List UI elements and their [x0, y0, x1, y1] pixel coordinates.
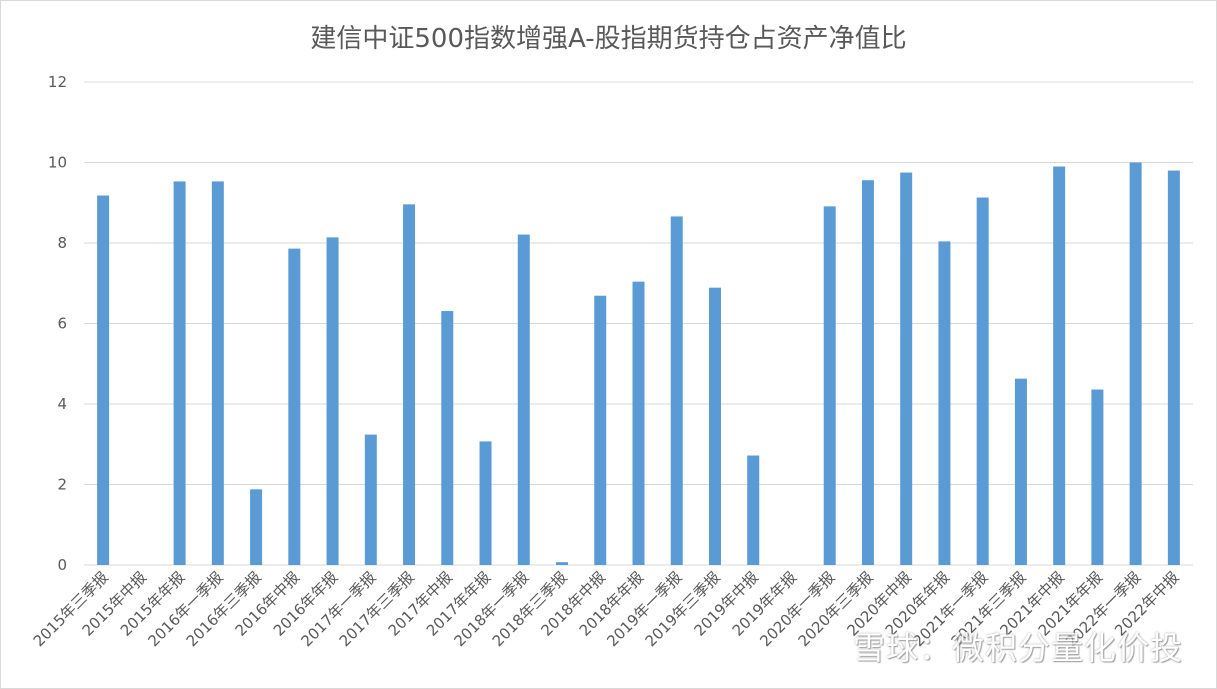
- y-tick-label: 10: [48, 154, 67, 172]
- y-axis-ticks: 0 2 4 6 8 10 12: [48, 73, 67, 574]
- bar: [900, 172, 913, 565]
- y-tick-label: 12: [48, 73, 67, 91]
- y-tick-label: 2: [57, 476, 67, 494]
- bar: [1129, 162, 1142, 565]
- watermark-text: 雪球：微积分量化价投: [852, 629, 1183, 667]
- bar: [938, 241, 951, 565]
- bar: [594, 295, 607, 565]
- bar: [747, 455, 760, 565]
- bar: [97, 195, 110, 565]
- bar: [403, 204, 416, 566]
- bar: [1167, 170, 1180, 566]
- bar: [326, 237, 339, 566]
- bar: [288, 248, 301, 565]
- y-tick-label: 0: [57, 556, 67, 574]
- y-tick-label: 8: [57, 234, 67, 252]
- bar: [632, 281, 645, 565]
- y-tick-label: 4: [57, 395, 67, 413]
- bar: [556, 562, 569, 565]
- bar: [364, 434, 377, 565]
- bar: [211, 181, 224, 566]
- bar: [976, 197, 989, 565]
- bar: [1091, 389, 1104, 565]
- bar: [250, 489, 263, 565]
- chart-title: 建信中证500指数增强A-股指期货持仓占资产净值比: [310, 24, 907, 54]
- bars: [97, 162, 1180, 566]
- bar: [670, 216, 683, 565]
- bar: [1014, 378, 1027, 565]
- bar: [441, 311, 454, 565]
- bar: [479, 441, 492, 565]
- bar: [517, 234, 530, 566]
- bar: [1053, 166, 1066, 565]
- bar: [823, 206, 836, 565]
- y-tick-label: 6: [57, 315, 67, 333]
- bar: [173, 181, 186, 566]
- bar: [861, 180, 874, 565]
- bar: [708, 287, 721, 565]
